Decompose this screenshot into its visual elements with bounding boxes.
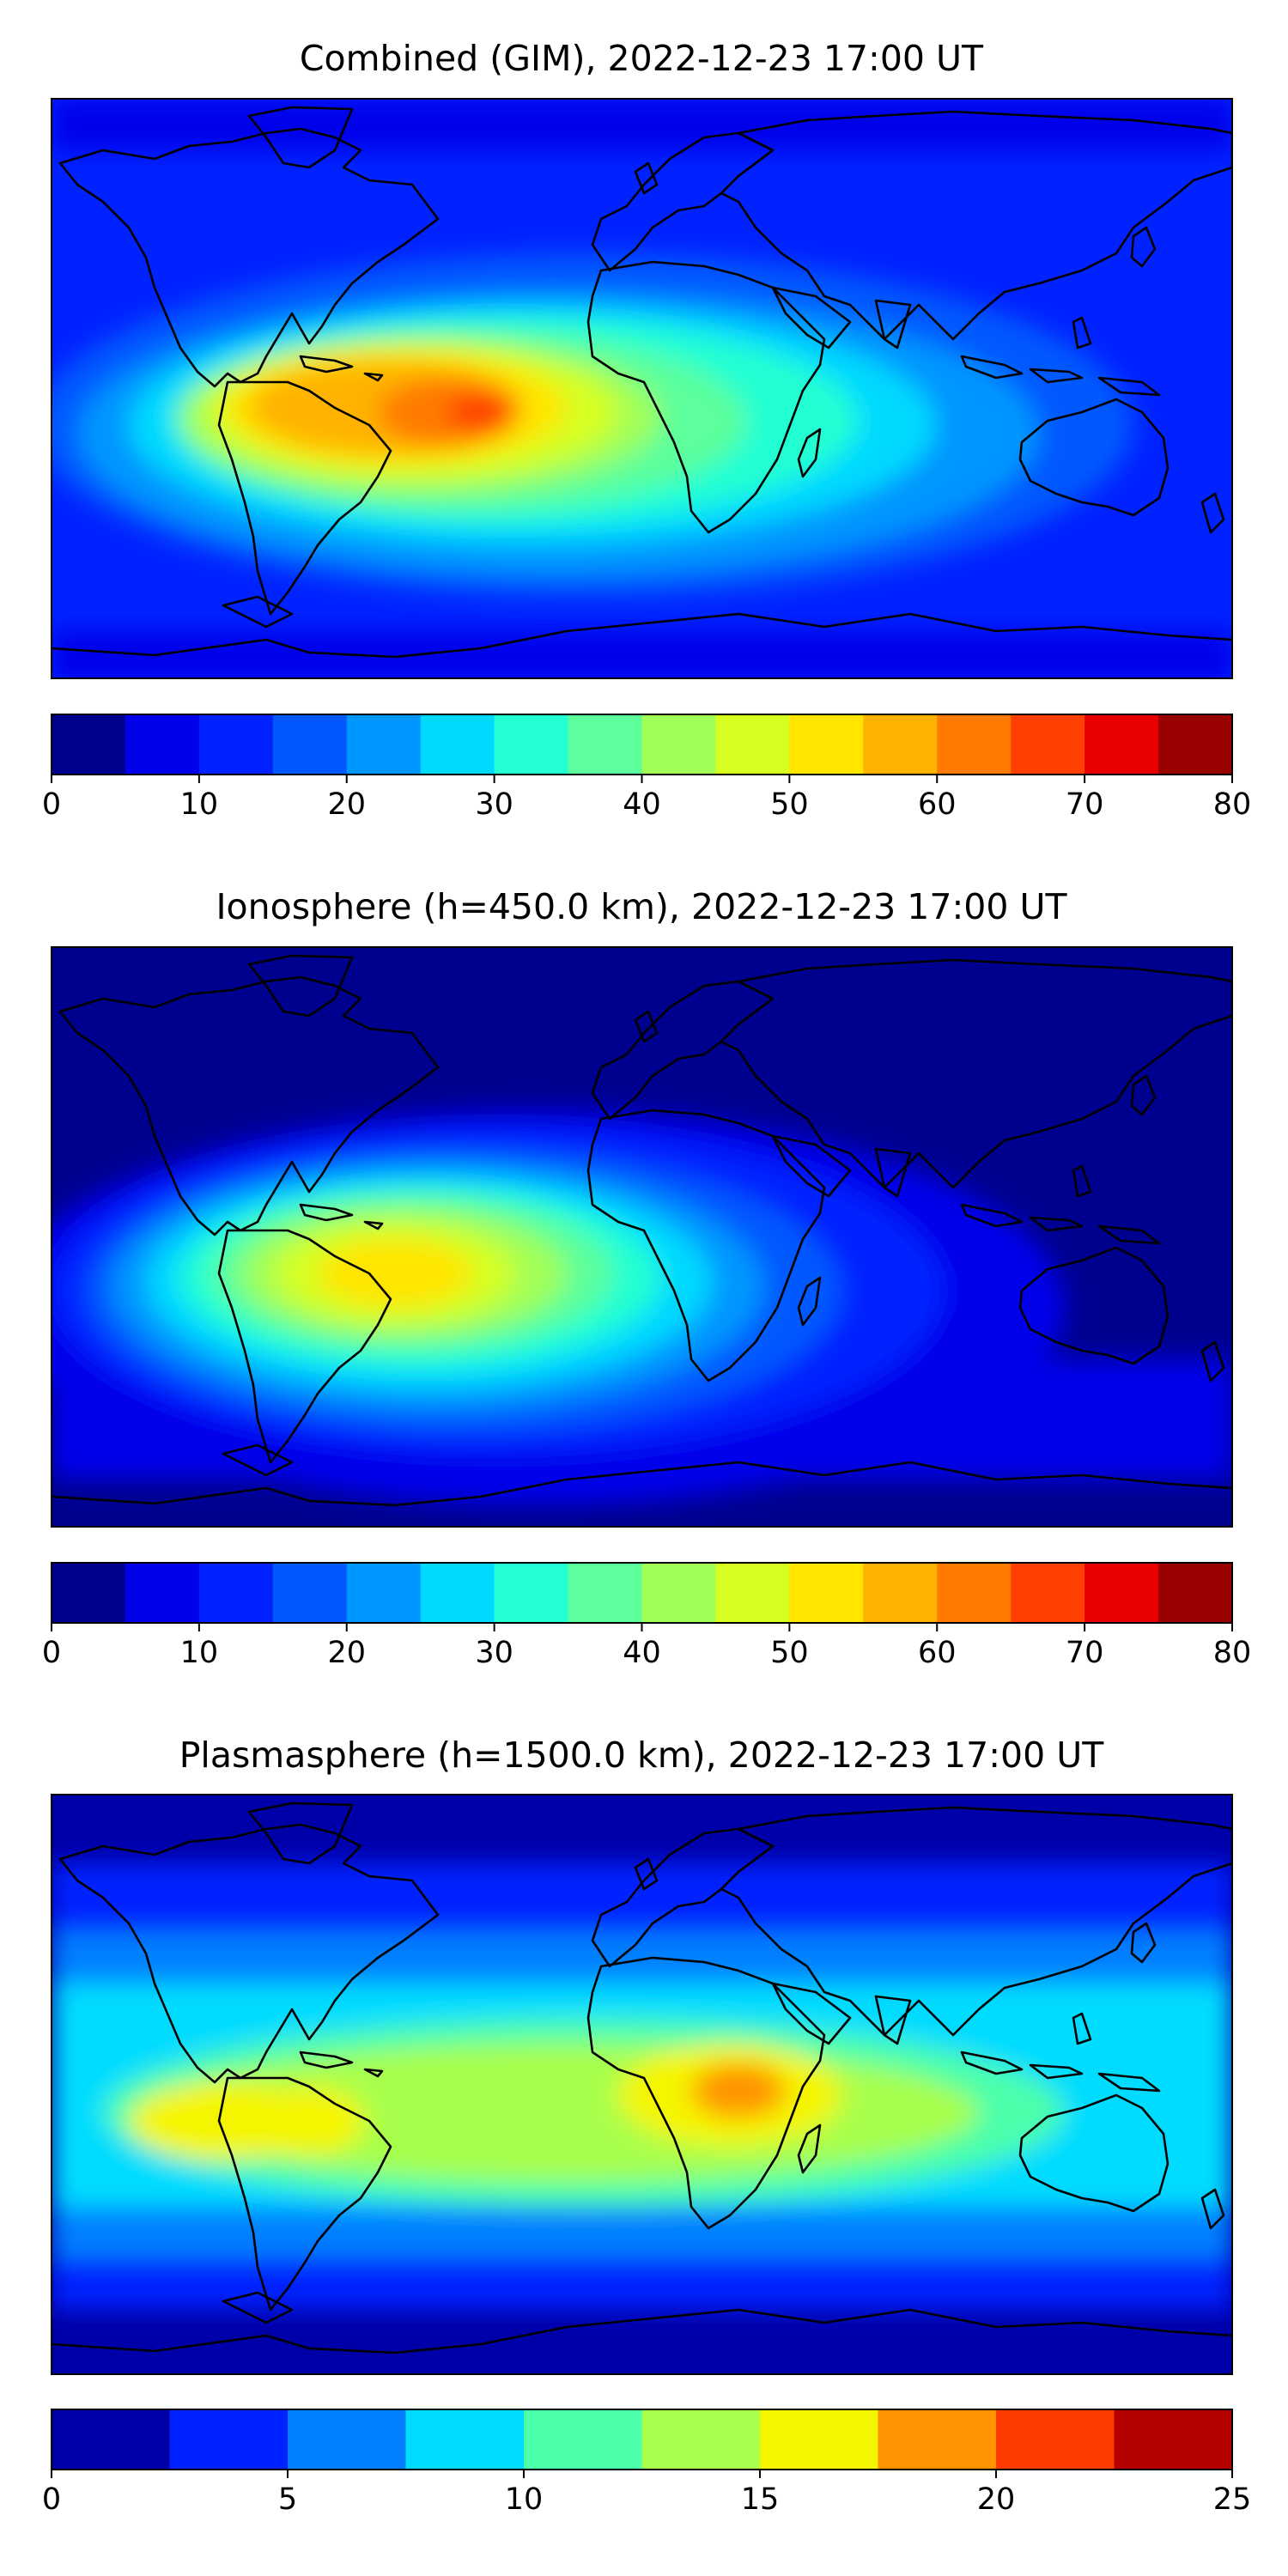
- colorbar-segment: [568, 714, 643, 775]
- colorbar-segment: [420, 1563, 495, 1623]
- tec-map-ionosphere: [52, 947, 1232, 1527]
- colorbar-segment: [420, 714, 495, 775]
- colorbar-frame: [51, 2409, 1233, 2470]
- colorbar-segment: [198, 1563, 274, 1623]
- colorbar-tick-label: 25: [1213, 2482, 1252, 2517]
- colorbar-segment: [1158, 1563, 1233, 1623]
- chart-title: Plasmasphere (h=1500.0 km), 2022-12-23 1…: [179, 1735, 1105, 1776]
- colorbar-segment: [789, 714, 864, 775]
- colorbar-tick-label: 10: [180, 787, 219, 822]
- colorbar-tick-label: 20: [327, 1636, 366, 1670]
- chart-title: Ionosphere (h=450.0 km), 2022-12-23 17:0…: [216, 886, 1067, 927]
- colorbar: 0 5 10 15 20 25: [42, 2409, 1251, 2517]
- colorbar-segment: [346, 1563, 422, 1623]
- colorbar-segment: [52, 2409, 171, 2470]
- colorbar-segment: [169, 2409, 289, 2470]
- colorbar-segment: [641, 1563, 717, 1623]
- colorbar-segment: [405, 2409, 525, 2470]
- contour-band: [447, 393, 515, 431]
- colorbar-tick-label: 70: [1066, 1636, 1104, 1670]
- colorbar-segment: [937, 1563, 1012, 1623]
- map-frame: [51, 98, 1233, 679]
- colorbar-segment: [272, 1563, 348, 1623]
- colorbar-segment: [715, 714, 790, 775]
- colorbar-tick-label: 60: [918, 1636, 957, 1670]
- colorbar-tick-label: 0: [42, 1636, 61, 1670]
- colorbar-segment: [346, 714, 422, 775]
- colorbar-tick-label: 80: [1213, 787, 1252, 822]
- colorbar-segment: [524, 2409, 643, 2470]
- tec-map-combined: [52, 99, 1232, 678]
- colorbar-tick-label: 80: [1213, 1636, 1252, 1670]
- contour-band: [253, 2087, 365, 2155]
- map-frame: [51, 946, 1233, 1528]
- colorbar-segment: [760, 2409, 879, 2470]
- colorbar-tick-label: 50: [770, 1636, 809, 1670]
- colorbar-segment: [125, 714, 200, 775]
- colorbar-tick-label: 40: [623, 1636, 661, 1670]
- colorbar-segment: [996, 2409, 1115, 2470]
- contour-southcap: [52, 631, 1232, 678]
- colorbar-segment: [1011, 1563, 1085, 1623]
- colorbar-segment: [1011, 714, 1085, 775]
- colorbar-tick-label: 40: [623, 787, 661, 822]
- colorbar-segment: [1084, 714, 1159, 775]
- colorbar-segment: [641, 2409, 761, 2470]
- colorbar-segment: [198, 714, 274, 775]
- colorbar-segment: [641, 714, 717, 775]
- colorbar-segment: [52, 714, 126, 775]
- colorbar: 0 10 20 30 40 50 60 70 80: [42, 1562, 1252, 1670]
- colorbar-segment: [272, 714, 348, 775]
- colorbar-tick-label: 15: [741, 2482, 780, 2517]
- colorbar-tick-label: 20: [327, 787, 366, 822]
- contour-northcap: [52, 99, 1232, 150]
- colorbar: 0 10 20 30 40 50 60 70 80: [42, 714, 1251, 822]
- colorbar-tick-label: 50: [770, 787, 809, 822]
- colorbar-segment: [863, 1563, 938, 1623]
- colorbar-segment: [568, 1563, 643, 1623]
- map-frame: [51, 1794, 1233, 2375]
- colorbar-tick-label: 0: [42, 787, 61, 822]
- colorbar-tick-label: 70: [1066, 787, 1104, 822]
- colorbar-segment: [52, 1563, 126, 1623]
- colorbar-segment: [1084, 1563, 1159, 1623]
- chart-title: Combined (GIM), 2022-12-23 17:00 UT: [300, 38, 984, 79]
- colorbar-segment: [125, 1563, 200, 1623]
- colorbar-segment: [494, 1563, 569, 1623]
- colorbar-segment: [715, 1563, 790, 1623]
- colorbar-tick-label: 10: [180, 1636, 219, 1670]
- colorbar-tick-label: 10: [505, 2482, 544, 2517]
- colorbar-segment: [1158, 714, 1233, 775]
- colorbar-segment: [494, 714, 569, 775]
- colorbar-segment: [1114, 2409, 1233, 2470]
- colorbar-segment: [288, 2409, 407, 2470]
- tec-map-plasmasphere: [52, 1795, 1232, 2374]
- colorbar-segment: [863, 714, 938, 775]
- colorbar-segment: [937, 714, 1012, 775]
- colorbar-tick-label: 60: [918, 787, 957, 822]
- contour-band: [318, 1239, 472, 1308]
- contour-band: [691, 2063, 786, 2118]
- colorbar-tick-label: 20: [977, 2482, 1016, 2517]
- colorbar-tick-label: 0: [42, 2482, 61, 2517]
- colorbar-segment: [878, 2409, 997, 2470]
- colorbar-tick-label: 5: [278, 2482, 297, 2517]
- colorbar-segment: [789, 1563, 864, 1623]
- colorbar-tick-label: 30: [475, 1636, 513, 1670]
- colorbar-tick-label: 30: [475, 787, 513, 822]
